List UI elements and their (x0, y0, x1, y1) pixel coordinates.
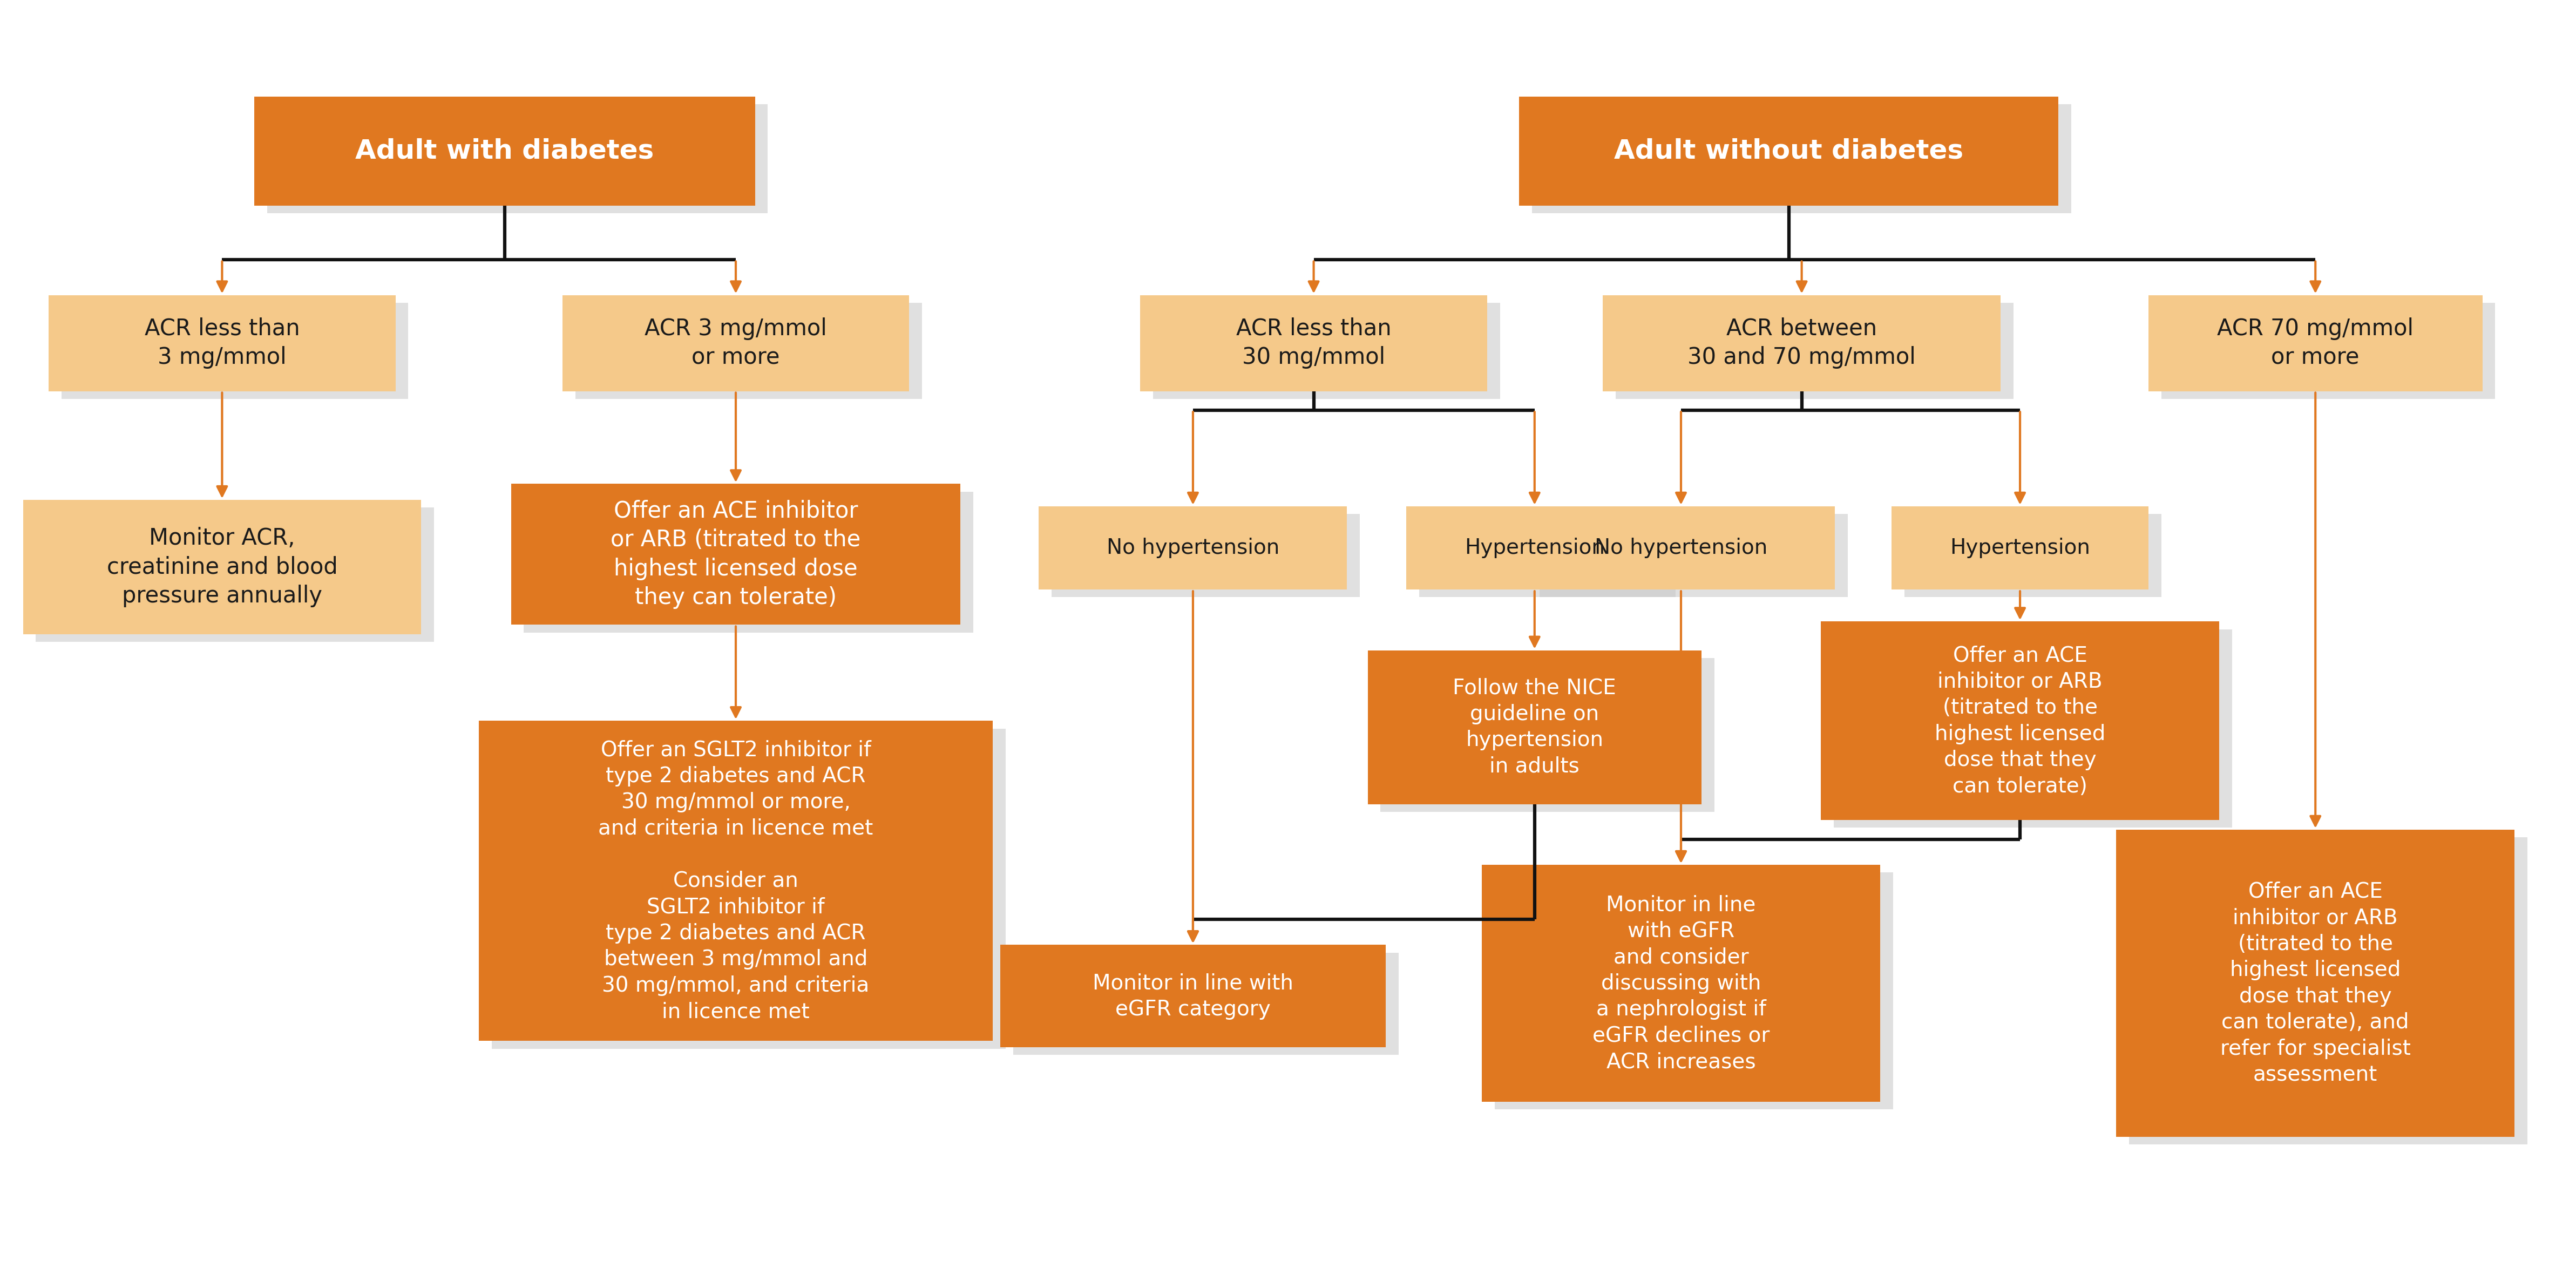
FancyBboxPatch shape (1528, 506, 1834, 590)
FancyBboxPatch shape (268, 104, 768, 213)
Text: Monitor ACR,
creatinine and blood
pressure annually: Monitor ACR, creatinine and blood pressu… (106, 527, 337, 608)
FancyBboxPatch shape (1141, 295, 1486, 392)
Text: Hypertension: Hypertension (1463, 537, 1605, 558)
FancyBboxPatch shape (523, 492, 974, 632)
FancyBboxPatch shape (1012, 953, 1399, 1055)
FancyBboxPatch shape (1481, 864, 1880, 1101)
Text: ACR less than
3 mg/mmol: ACR less than 3 mg/mmol (144, 317, 299, 368)
FancyBboxPatch shape (1533, 104, 2071, 213)
FancyBboxPatch shape (1051, 514, 1360, 598)
FancyBboxPatch shape (1821, 622, 2218, 820)
FancyBboxPatch shape (1615, 303, 2014, 399)
FancyBboxPatch shape (1038, 506, 1347, 590)
FancyBboxPatch shape (2117, 829, 2514, 1137)
FancyBboxPatch shape (479, 721, 992, 1041)
FancyBboxPatch shape (510, 484, 961, 625)
Text: Monitor in line
with eGFR
and consider
discussing with
a nephrologist if
eGFR de: Monitor in line with eGFR and consider d… (1592, 895, 1770, 1072)
FancyBboxPatch shape (36, 507, 433, 643)
Text: Offer an SGLT2 inhibitor if
type 2 diabetes and ACR
30 mg/mmol or more,
and crit: Offer an SGLT2 inhibitor if type 2 diabe… (598, 739, 873, 1023)
Text: Offer an ACE
inhibitor or ARB
(titrated to the
highest licensed
dose that they
c: Offer an ACE inhibitor or ARB (titrated … (2221, 881, 2411, 1086)
Text: No hypertension: No hypertension (1108, 537, 1280, 558)
Text: ACR between
30 and 70 mg/mmol: ACR between 30 and 70 mg/mmol (1687, 317, 1917, 368)
FancyBboxPatch shape (1520, 97, 2058, 205)
FancyBboxPatch shape (574, 303, 922, 399)
FancyBboxPatch shape (1381, 658, 1716, 811)
FancyBboxPatch shape (62, 303, 407, 399)
Text: ACR 3 mg/mmol
or more: ACR 3 mg/mmol or more (644, 317, 827, 368)
Text: ACR less than
30 mg/mmol: ACR less than 30 mg/mmol (1236, 317, 1391, 368)
FancyBboxPatch shape (1602, 295, 2002, 392)
FancyBboxPatch shape (492, 729, 1005, 1048)
FancyBboxPatch shape (1540, 514, 1847, 598)
FancyBboxPatch shape (255, 97, 755, 205)
FancyBboxPatch shape (1368, 650, 1703, 804)
Text: Adult without diabetes: Adult without diabetes (1615, 138, 1963, 164)
FancyBboxPatch shape (49, 295, 397, 392)
Text: Offer an ACE inhibitor
or ARB (titrated to the
highest licensed dose
they can to: Offer an ACE inhibitor or ARB (titrated … (611, 500, 860, 609)
FancyBboxPatch shape (1419, 514, 1677, 598)
Text: No hypertension: No hypertension (1595, 537, 1767, 558)
Text: Follow the NICE
guideline on
hypertension
in adults: Follow the NICE guideline on hypertensio… (1453, 677, 1615, 777)
Text: ACR 70 mg/mmol
or more: ACR 70 mg/mmol or more (2218, 317, 2414, 368)
FancyBboxPatch shape (1494, 872, 1893, 1109)
FancyBboxPatch shape (1904, 514, 2161, 598)
Text: Hypertension: Hypertension (1950, 537, 2089, 558)
FancyBboxPatch shape (1154, 303, 1499, 399)
Text: Adult with diabetes: Adult with diabetes (355, 138, 654, 164)
FancyBboxPatch shape (1406, 506, 1664, 590)
FancyBboxPatch shape (2161, 303, 2496, 399)
FancyBboxPatch shape (562, 295, 909, 392)
FancyBboxPatch shape (999, 945, 1386, 1047)
FancyBboxPatch shape (2130, 837, 2527, 1145)
FancyBboxPatch shape (2148, 295, 2483, 392)
FancyBboxPatch shape (1834, 630, 2231, 828)
Text: Monitor in line with
eGFR category: Monitor in line with eGFR category (1092, 972, 1293, 1020)
Text: Offer an ACE
inhibitor or ARB
(titrated to the
highest licensed
dose that they
c: Offer an ACE inhibitor or ARB (titrated … (1935, 645, 2105, 796)
FancyBboxPatch shape (23, 500, 420, 635)
FancyBboxPatch shape (1891, 506, 2148, 590)
